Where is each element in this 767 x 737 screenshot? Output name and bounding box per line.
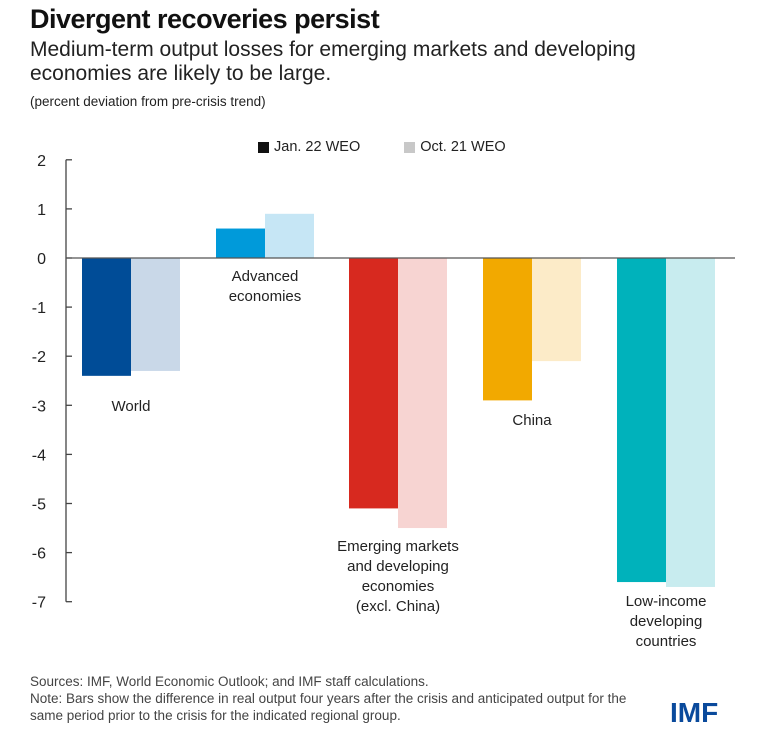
y-tick-label: -1 <box>32 300 46 317</box>
category-label-line: Advanced <box>232 268 299 285</box>
bar-oct21 <box>666 258 715 587</box>
y-tick-label: -6 <box>32 546 46 563</box>
category-label-line: China <box>512 412 552 429</box>
category-label: China <box>512 412 552 429</box>
legend-swatch-oct <box>404 141 416 153</box>
y-tick-label: 2 <box>37 153 46 170</box>
category-label: Advanced economies <box>229 268 302 305</box>
y-tick-label: -7 <box>32 595 46 612</box>
category-label-line: countries <box>636 633 697 650</box>
category-label: World <box>112 398 151 415</box>
bar-jan22 <box>82 258 131 376</box>
category-label-line: developing <box>630 613 703 630</box>
bar-oct21 <box>532 258 581 362</box>
y-tick-label: -3 <box>32 398 46 415</box>
bar-oct21 <box>131 258 180 371</box>
legend-label-oct: Oct. 21 WEO <box>420 139 506 155</box>
imf-logo: IMF <box>670 697 719 728</box>
legend-label-jan: Jan. 22 WEO <box>274 139 361 155</box>
y-tick-label: -4 <box>32 447 46 464</box>
units-label: (percent deviation from pre-crisis trend… <box>30 94 266 109</box>
legend-item-oct: Oct. 21 WEO <box>404 139 506 155</box>
sources-note: Sources: IMF, World Economic Outlook; an… <box>30 674 429 689</box>
chart-subtitle: Medium-term output losses for emerging m… <box>30 38 636 85</box>
footer: Sources: IMF, World Economic Outlook; an… <box>30 673 650 724</box>
category-label: Emerging markets and developing economies (… <box>337 538 459 615</box>
chart-title: Divergent recoveries persist <box>30 4 380 34</box>
bar-oct21 <box>398 258 447 529</box>
legend-item-jan: Jan. 22 WEO <box>258 139 360 155</box>
category-label: Low-income developing countries <box>626 593 707 650</box>
legend: Jan. 22 WEO Oct. 21 WEO <box>258 139 506 155</box>
category-label-line: Low-income <box>626 593 707 610</box>
legend-swatch-jan <box>258 141 269 153</box>
y-tick-label: 1 <box>37 202 46 219</box>
category-label-line: (excl. China) <box>356 598 440 615</box>
bar-jan22 <box>617 258 666 583</box>
bar-jan22 <box>349 258 398 509</box>
y-tick-label: -2 <box>32 349 46 366</box>
explanatory-note: Note: Bars show the difference in real o… <box>30 691 627 723</box>
category-label-line: economies <box>362 578 435 595</box>
bar-oct21 <box>265 213 314 258</box>
category-label-line: economies <box>229 288 302 305</box>
category-label-line: and developing <box>347 558 449 575</box>
y-tick-label: 0 <box>37 251 46 268</box>
category-label-line: World <box>112 398 151 415</box>
y-tick-label: -5 <box>32 497 46 514</box>
bar-jan22 <box>216 228 265 258</box>
bar-jan22 <box>483 258 532 401</box>
category-label-line: Emerging markets <box>337 538 459 555</box>
